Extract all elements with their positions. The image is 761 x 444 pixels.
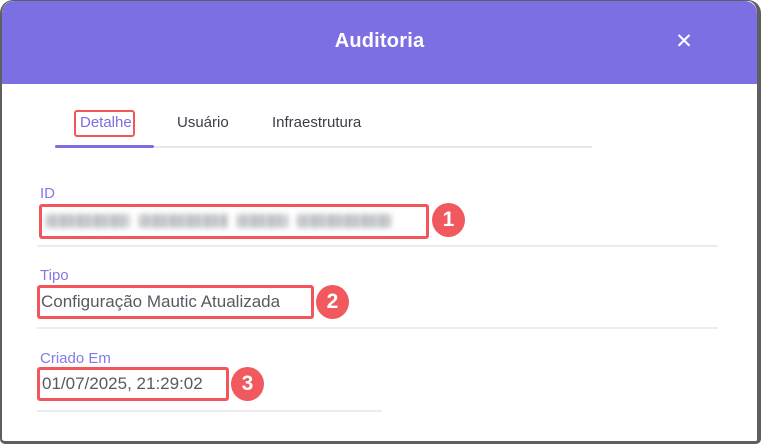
tabs-divider: [55, 146, 592, 148]
tipo-field-divider: [37, 327, 718, 329]
tipo-field-label: Tipo: [40, 267, 69, 284]
tipo-field-value: Configuração Mautic Atualizada: [41, 292, 281, 311]
id-value-redacted: [46, 214, 391, 229]
annotation-badge-2: 2: [316, 285, 349, 319]
redacted-blur-segment: [296, 214, 391, 228]
redacted-blur-segment: [46, 214, 130, 228]
redacted-blur-segment: [237, 214, 288, 228]
criado-em-field-divider: [37, 410, 382, 412]
criado-em-field-label: Criado Em: [40, 350, 111, 367]
modal-header: Auditoria ✕: [2, 1, 757, 84]
annotation-badge-3: 3: [231, 367, 264, 401]
annotation-badge-1: 1: [432, 203, 465, 237]
tab-infraestrutura[interactable]: Infraestrutura: [272, 114, 362, 131]
tab-detalhe[interactable]: Detalhe: [80, 114, 132, 131]
active-tab-indicator: [55, 145, 154, 148]
annotation-box-3: [37, 367, 229, 401]
id-field-label: ID: [40, 185, 55, 202]
annotation-box-2: [37, 285, 314, 319]
modal-title: Auditoria: [334, 30, 425, 52]
close-icon: ✕: [675, 30, 693, 53]
annotation-box-1: [39, 204, 429, 239]
tab-usuario[interactable]: Usuário: [177, 114, 229, 131]
redacted-blur-segment: [138, 214, 229, 228]
close-button[interactable]: ✕: [669, 27, 699, 57]
id-field-divider: [37, 245, 718, 247]
criado-em-field-value: 01/07/2025, 21:29:02: [42, 374, 203, 393]
